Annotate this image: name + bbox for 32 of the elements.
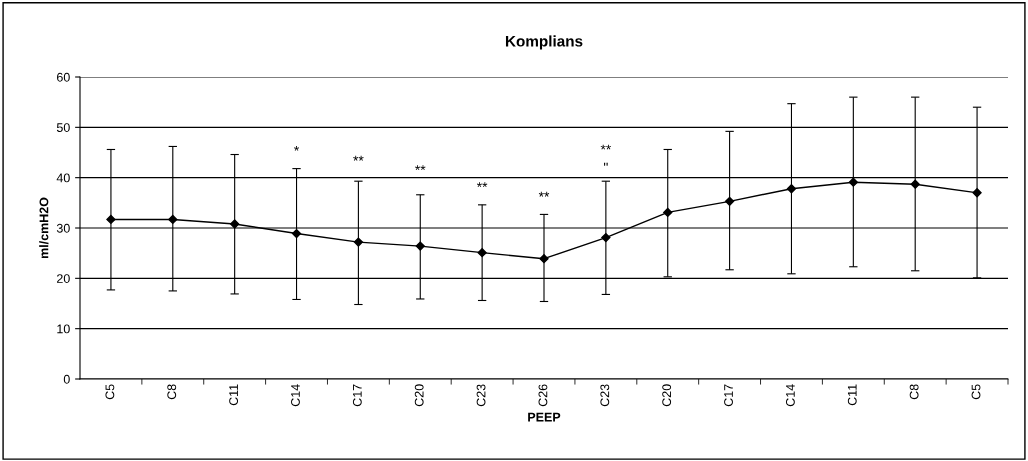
annotation: ** [353, 155, 364, 161]
y-tick-label: 10 [57, 324, 70, 334]
annotation: " [603, 162, 608, 166]
x-axis-title: PEEP [528, 412, 561, 422]
annotation: * [294, 145, 300, 151]
x-tick-label: C14 [291, 384, 300, 407]
annotation: ** [476, 182, 488, 188]
x-tick-label: C26 [538, 384, 548, 407]
x-tick-label: C20 [414, 384, 424, 407]
y-axis-title: ml/cmH2O [39, 197, 49, 259]
x-tick-label: C11 [847, 384, 857, 406]
x-tick-label: C11 [229, 384, 239, 406]
x-tick-label: C17 [724, 384, 733, 407]
x-tick-label: C23 [476, 384, 486, 407]
y-tick-label: 30 [56, 223, 70, 233]
x-tick-label: C8 [909, 384, 919, 400]
x-tick-label: C23 [600, 384, 610, 407]
annotation: ** [538, 191, 550, 197]
x-tick-label: C14 [785, 384, 795, 407]
x-tick-label: C20 [662, 384, 672, 407]
chart-title: Komplians [505, 35, 583, 50]
x-tick-label: C5 [105, 384, 115, 400]
x-tick-label: C17 [352, 384, 362, 407]
x-tick-label: C8 [167, 384, 177, 400]
y-tick-label: 20 [57, 274, 70, 283]
annotation: ** [415, 165, 426, 171]
x-tick-label: C5 [971, 384, 981, 400]
y-tick-label: 50 [56, 123, 70, 132]
annotation: ** [600, 144, 612, 150]
y-tick-label: 0 [63, 374, 70, 384]
y-tick-label: 40 [56, 173, 70, 183]
y-tick-label: 60 [57, 72, 70, 82]
